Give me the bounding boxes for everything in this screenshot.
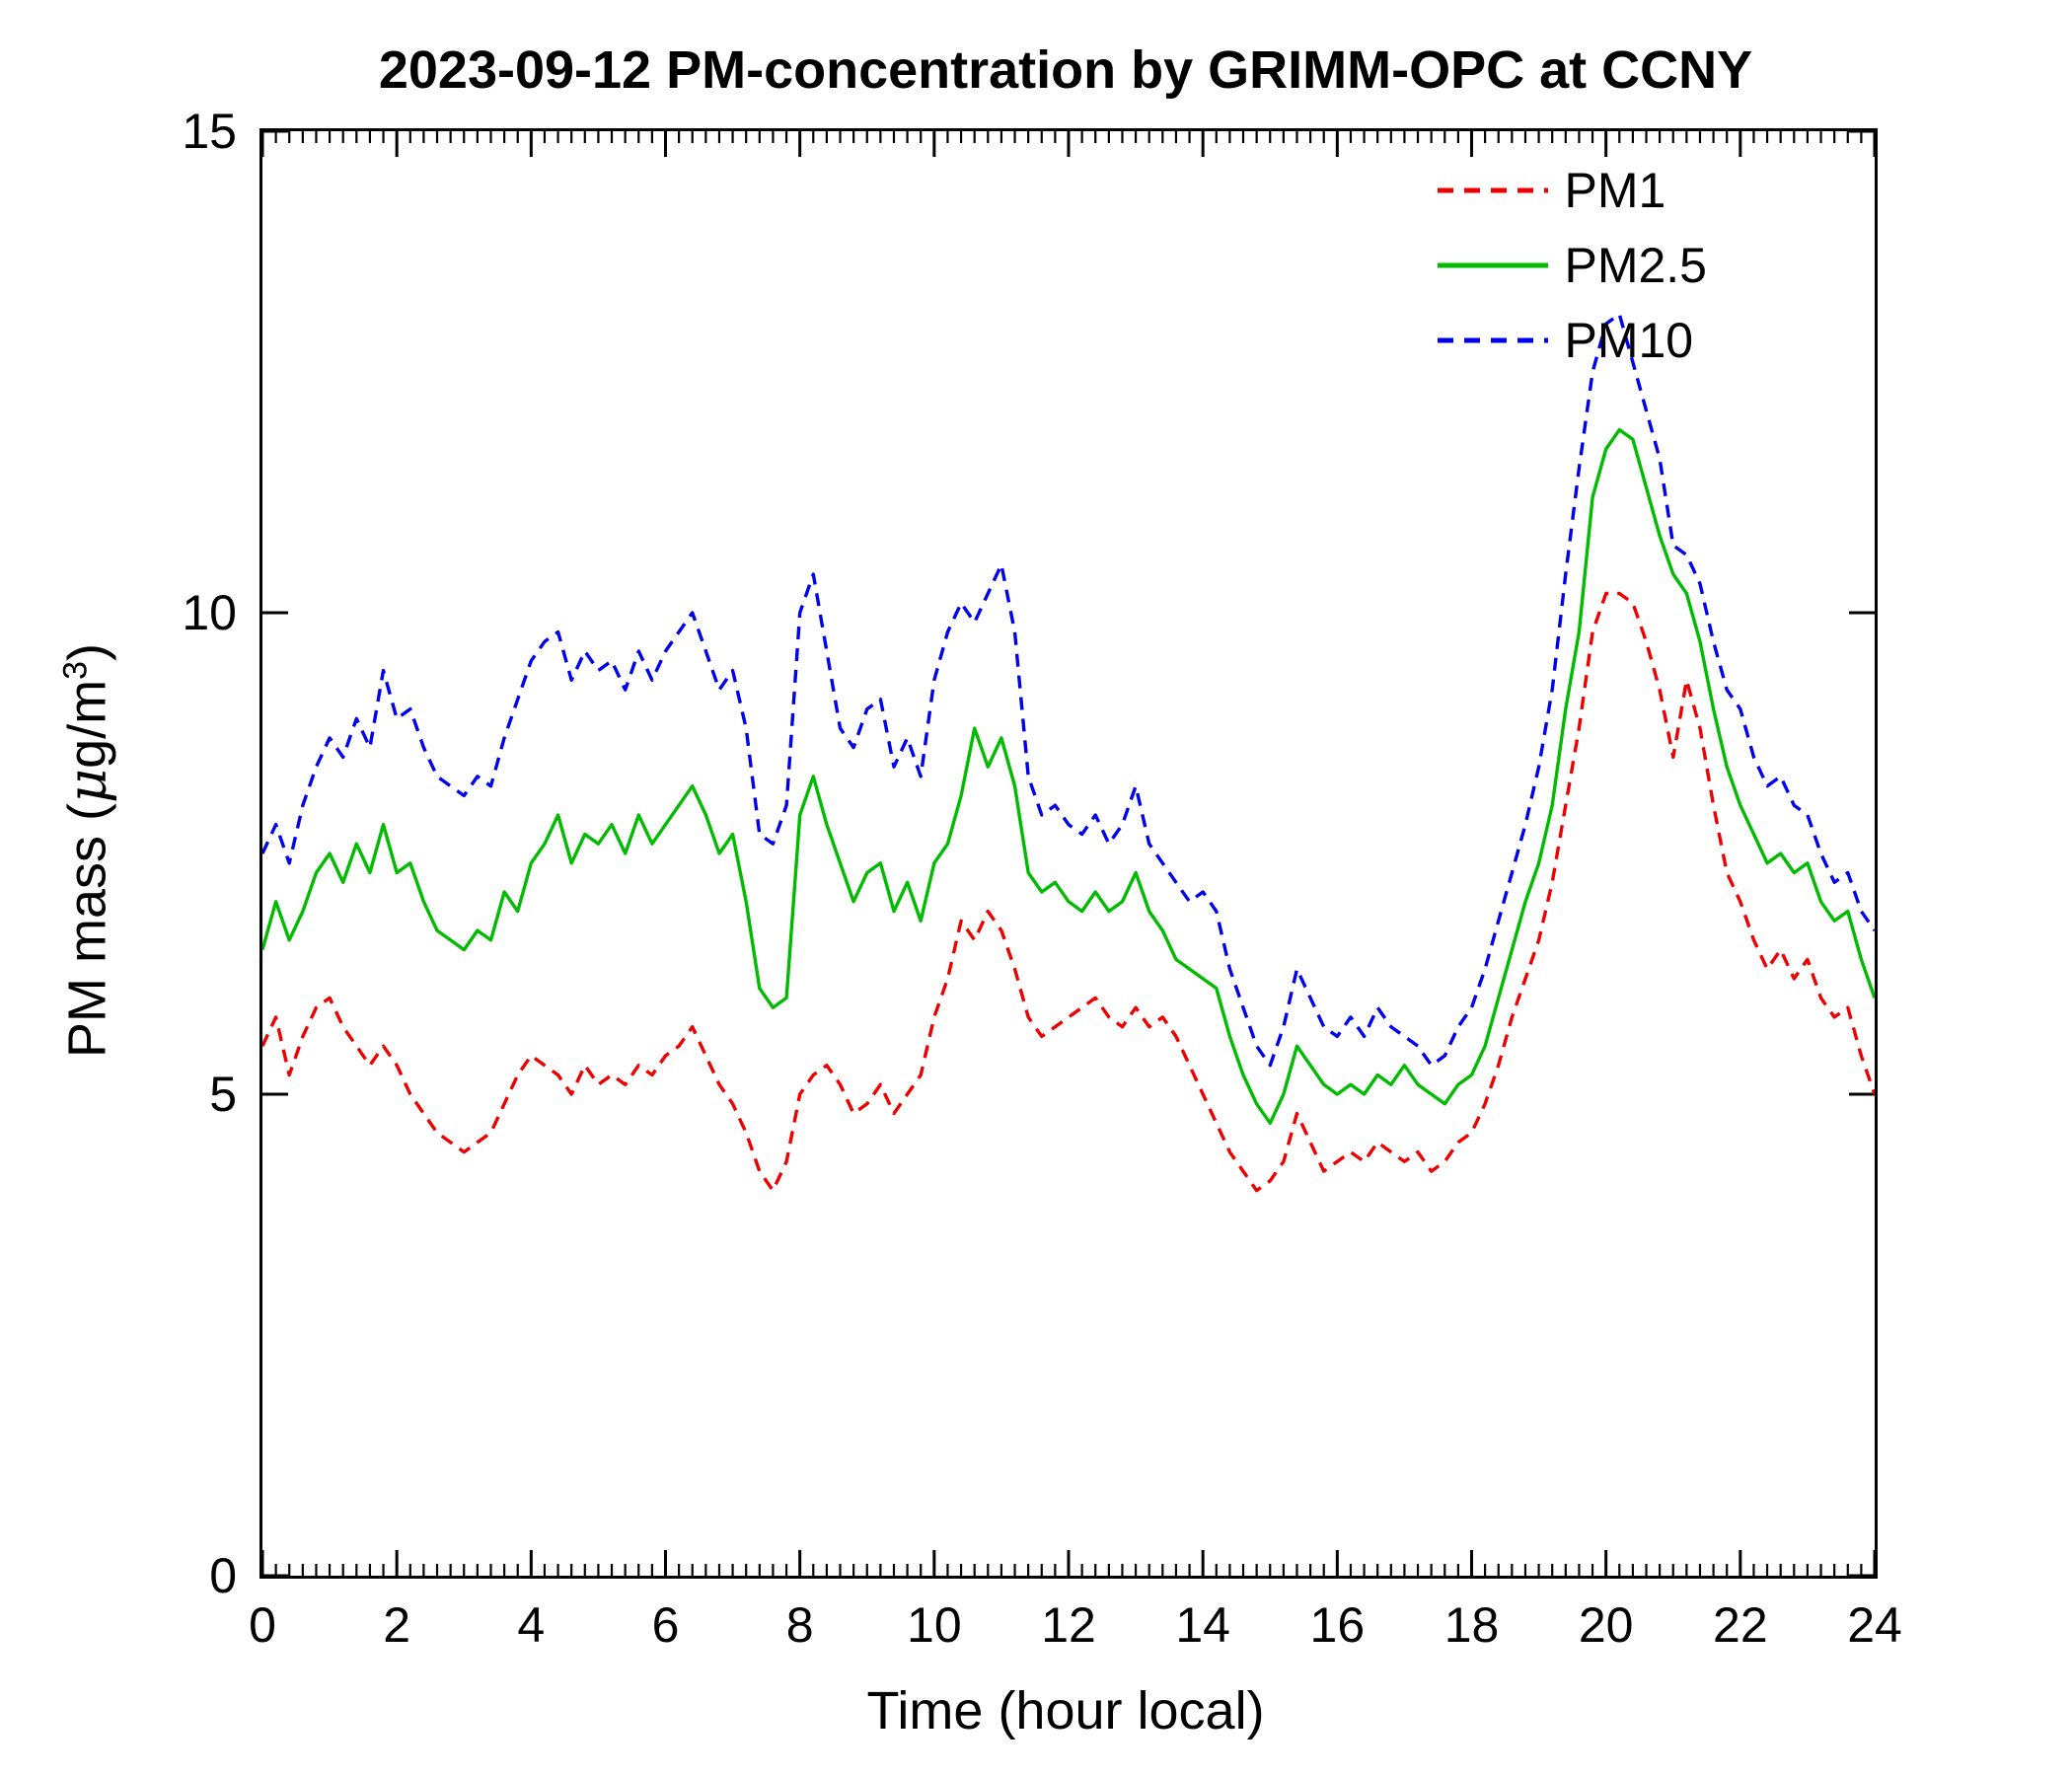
y-tick-label: 10 [182,585,237,640]
x-tick-label: 0 [249,1597,276,1653]
legend-label-pm10: PM10 [1564,313,1694,368]
x-tick-label: 2 [383,1597,411,1653]
x-tick-label: 24 [1847,1597,1902,1653]
mu-symbol: μ [55,768,118,804]
y-axis-label-unit: g/m [57,679,117,769]
legend-item-pm25: PM2.5 [1438,238,1707,293]
legend-label-pm1: PM1 [1564,163,1666,218]
pm1-line-sample [1438,187,1549,193]
pm1-line [262,591,1875,1193]
x-tick-label: 16 [1309,1597,1366,1653]
y-axis-label-exponent: 3 [56,660,95,680]
pm25-line [262,427,1875,1125]
pm25-line-sample [1438,262,1549,268]
plot-area: PM1 PM2.5 PM10 [259,128,1878,1579]
x-tick-label: 4 [517,1597,546,1653]
y-axis-label: PM mass (μg/m3) [56,643,118,1058]
plot-canvas [262,131,1875,1576]
legend-label-pm25: PM2.5 [1564,238,1707,293]
legend: PM1 PM2.5 PM10 [1438,163,1707,368]
chart-title: 2023-09-12 PM-concentration by GRIMM-OPC… [378,40,1753,100]
y-tick-label: 5 [209,1067,237,1122]
x-tick-label: 18 [1443,1597,1500,1653]
y-axis-label-prefix: PM mass ( [57,803,117,1059]
pm10-line [262,312,1875,1068]
x-axis-label: Time (hour local) [866,1681,1265,1740]
legend-item-pm10: PM10 [1438,313,1707,368]
y-tick-label: 0 [209,1548,237,1603]
x-tick-label: 10 [907,1597,962,1653]
x-tick-label: 8 [785,1597,814,1653]
x-tick-label: 6 [651,1597,680,1653]
x-tick-label: 20 [1578,1597,1634,1653]
x-tick-label: 12 [1041,1597,1096,1653]
x-tick-label: 22 [1713,1597,1768,1653]
pm10-line-sample [1438,337,1549,343]
x-tick-label: 14 [1175,1597,1230,1653]
legend-item-pm1: PM1 [1438,163,1707,218]
y-axis-label-close: ) [57,642,117,661]
y-tick-label: 15 [182,104,237,159]
